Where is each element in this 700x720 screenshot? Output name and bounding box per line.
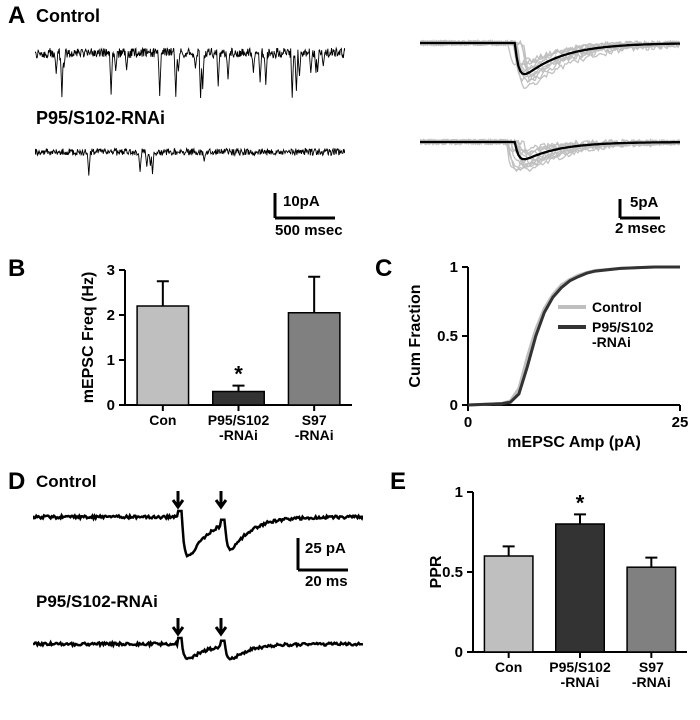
svg-text:Con: Con [149, 412, 176, 428]
panel-d-trace2 [33, 612, 363, 712]
svg-text:P95/S102: P95/S102 [549, 659, 611, 675]
svg-text:*: * [576, 490, 585, 515]
svg-text:1: 1 [455, 484, 463, 501]
panel-a-rightscale-x: 2 msec [615, 220, 666, 237]
svg-text:0: 0 [450, 397, 458, 414]
svg-text:Cum Fraction: Cum Fraction [407, 284, 424, 387]
panel-a-trace2 [35, 130, 345, 186]
svg-text:PPR: PPR [428, 555, 445, 588]
panel-a-rightscale-y: 5pA [630, 194, 658, 211]
svg-text:0: 0 [464, 414, 472, 431]
svg-text:-RNAi: -RNAi [295, 427, 334, 443]
svg-text:*: * [234, 362, 243, 387]
svg-text:-RNAi: -RNAi [592, 334, 631, 350]
panel-a-overlay2 [420, 118, 680, 196]
panel-a-cond1: Control [36, 6, 100, 27]
panel-b-label: B [8, 255, 25, 283]
svg-text:Control: Control [592, 299, 642, 315]
panel-a-cond2: P95/S102-RNAi [36, 108, 165, 129]
svg-text:2: 2 [107, 307, 115, 324]
svg-text:1: 1 [107, 352, 115, 369]
panel-d-scale-x: 20 ms [305, 573, 348, 590]
panel-a-label: A [8, 2, 25, 30]
svg-text:P95/S102: P95/S102 [592, 319, 654, 335]
electrophys-figure: A Control P95/S102-RNAi 10pA 500 msec 5p… [0, 0, 700, 720]
svg-text:-RNAi: -RNAi [561, 674, 600, 690]
svg-text:mEPSC Amp (pA): mEPSC Amp (pA) [507, 434, 641, 451]
svg-text:0.5: 0.5 [437, 328, 458, 345]
panel-c-label: C [375, 255, 392, 283]
svg-text:Con: Con [495, 659, 522, 675]
svg-text:0: 0 [455, 644, 463, 661]
svg-text:-RNAi: -RNAi [219, 427, 258, 443]
svg-text:S97: S97 [639, 659, 664, 675]
svg-text:0.5: 0.5 [442, 564, 463, 581]
svg-text:0: 0 [107, 397, 115, 414]
panel-a-leftscale-x: 500 msec [275, 222, 343, 239]
panel-e-chart: 00.51Con*P95/S102-RNAiS97-RNAiPPR [415, 470, 695, 710]
panel-c-chart: 0 0.5 1 0 25 Control P95/S102-RNAi Cum Fraction… [400, 255, 690, 455]
panel-d-scale-y: 25 pA [305, 540, 346, 557]
svg-text:S97: S97 [302, 412, 327, 428]
panel-e-label: E [390, 468, 406, 496]
panel-a-leftscale-y: 10pA [283, 193, 320, 210]
svg-text:25: 25 [672, 414, 689, 431]
panel-b-chart: 0123Con*P95/S102-RNAiS97-RNAimEPSC Freq … [40, 255, 360, 455]
svg-text:P95/S102: P95/S102 [208, 412, 270, 428]
panel-a-trace1 [35, 28, 345, 98]
svg-text:-RNAi: -RNAi [632, 674, 671, 690]
svg-text:3: 3 [107, 262, 115, 279]
svg-text:mEPSC Freq (Hz): mEPSC Freq (Hz) [80, 272, 97, 404]
svg-text:1: 1 [450, 259, 458, 276]
panel-d-cond2: P95/S102-RNAi [36, 592, 158, 612]
panel-d-label: D [8, 468, 25, 496]
panel-a-overlay1 [420, 18, 680, 108]
